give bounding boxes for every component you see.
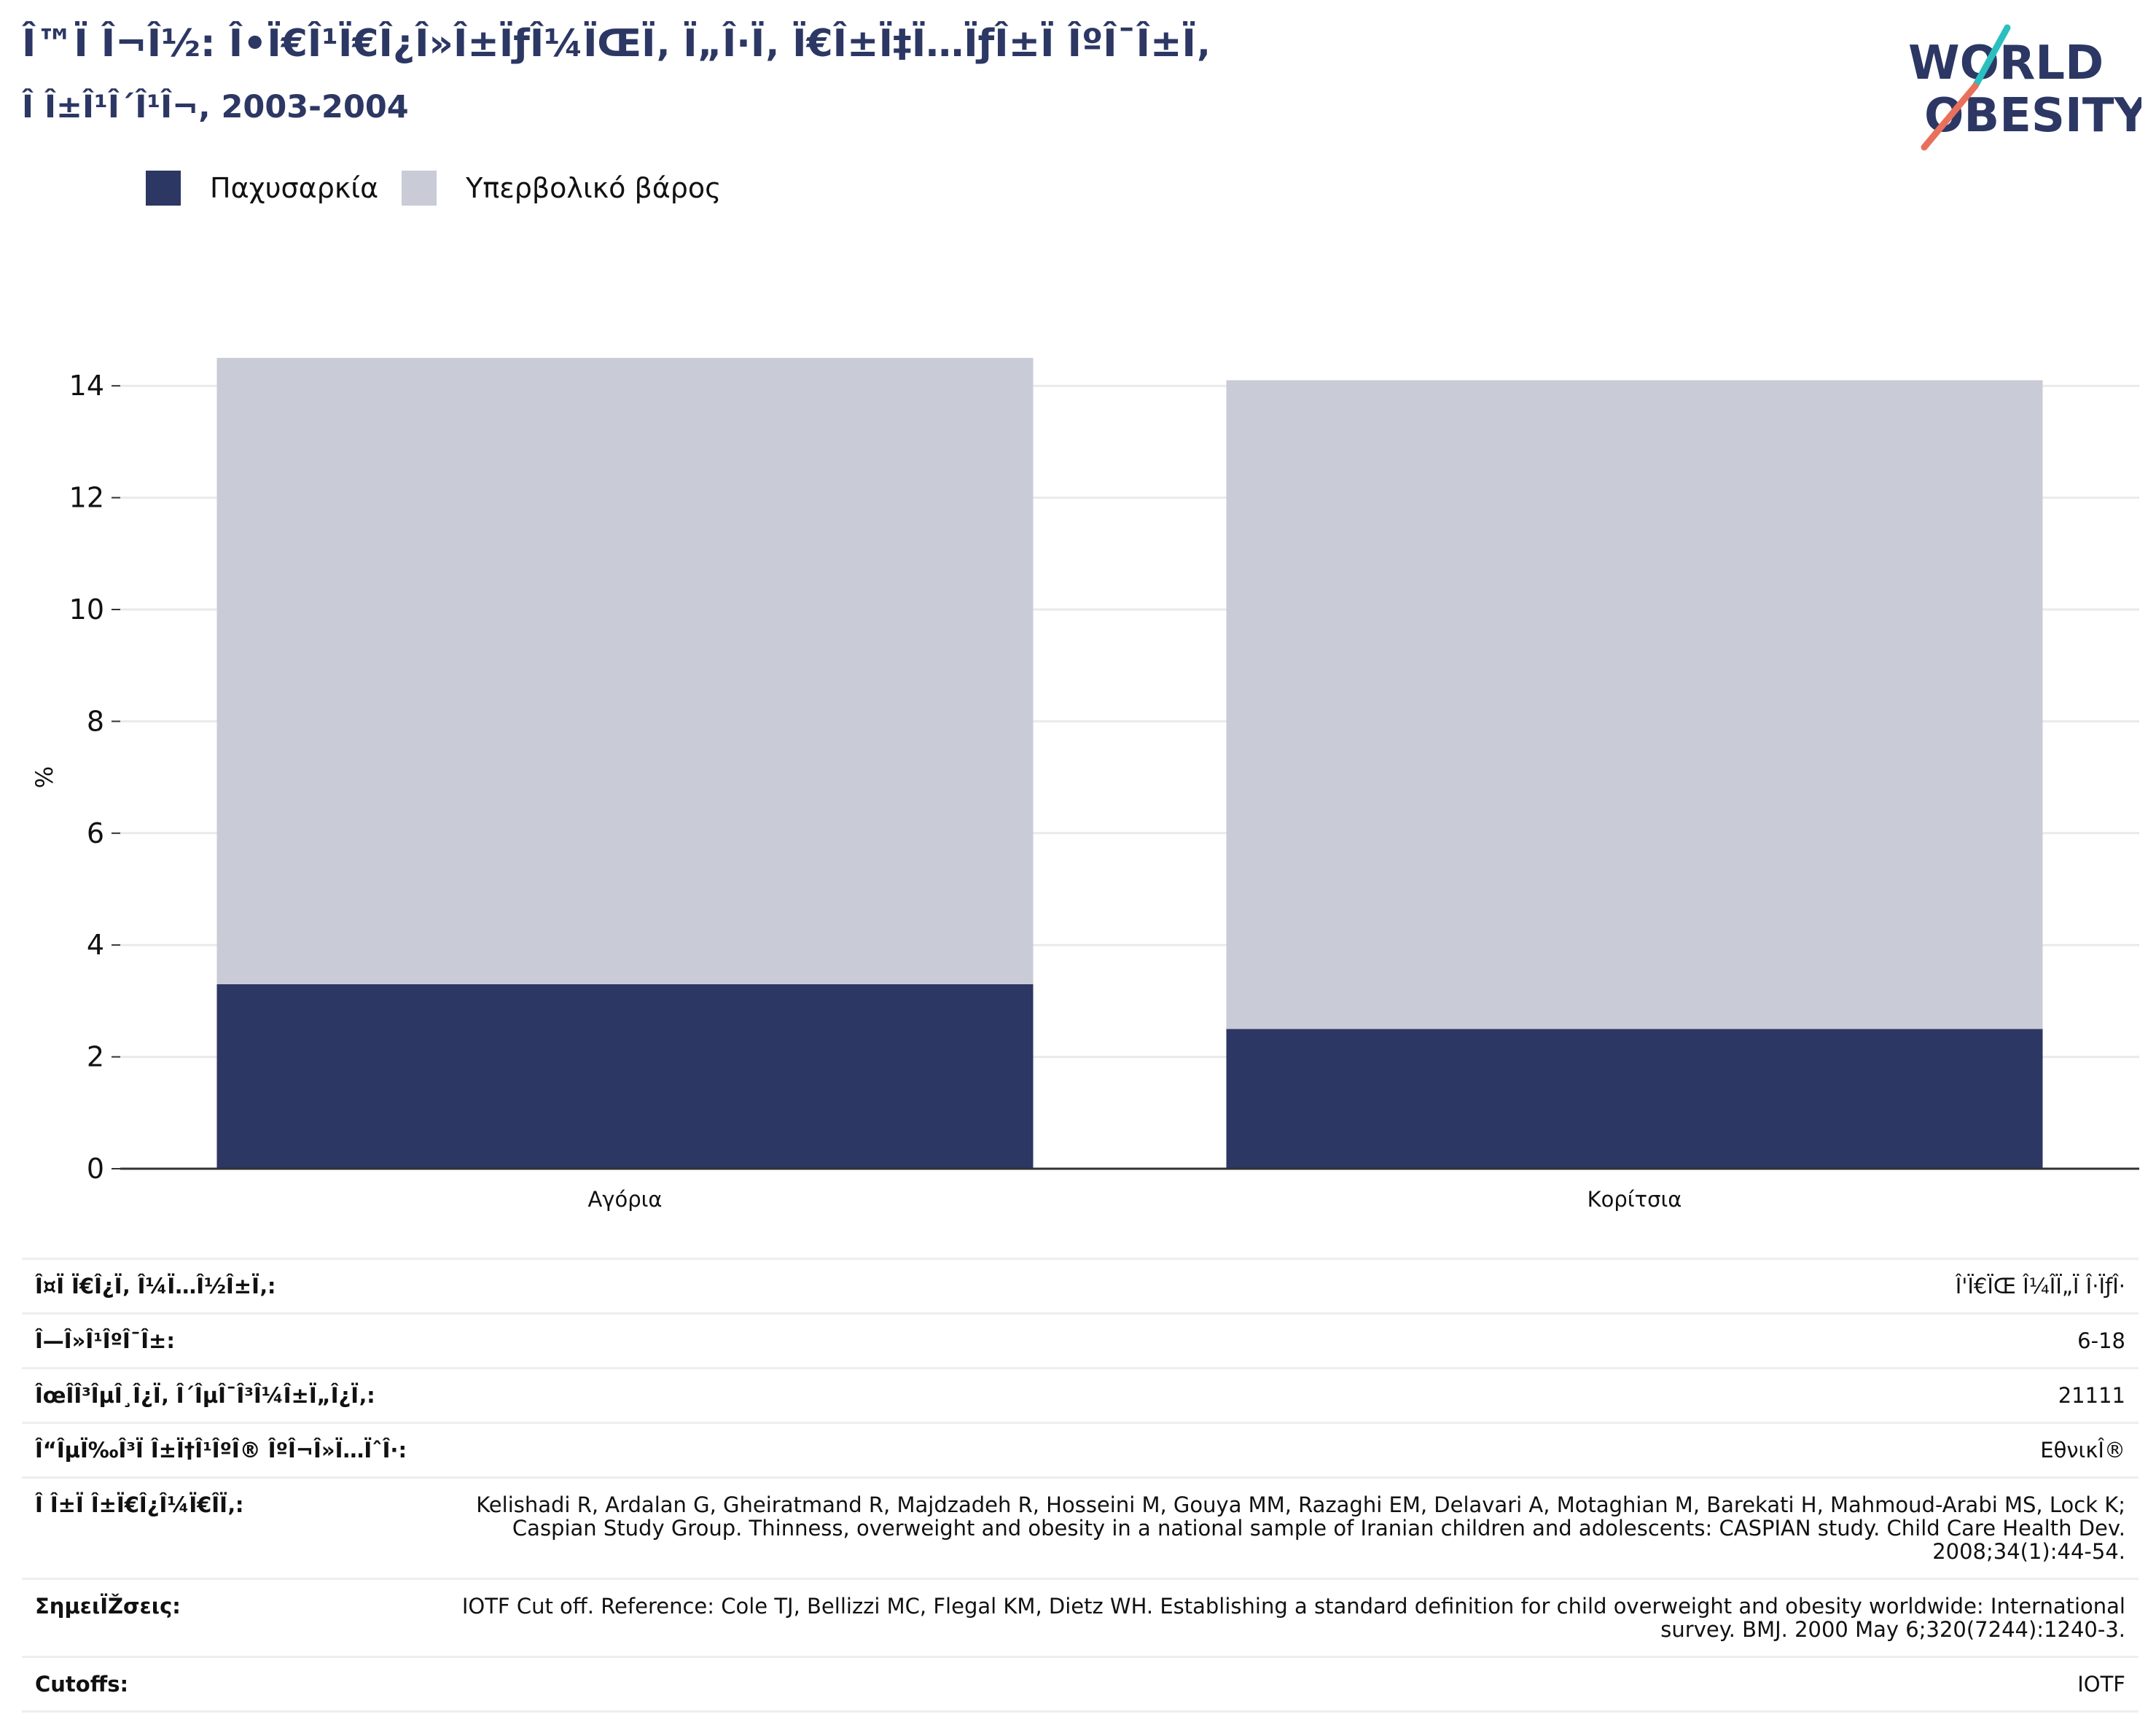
bar-obesity-0 <box>216 984 1034 1169</box>
y-tick-label: 4 <box>87 929 104 961</box>
meta-row-cutoffs: Cutoffs: IOTF <box>22 1656 2139 1713</box>
logo-text-obesity: OBESITY <box>1924 89 2141 143</box>
bar-obesity-1 <box>1226 1029 2043 1169</box>
world-obesity-logo: WORLD OBESITY <box>1908 24 2141 151</box>
meta-row-references: Î Î±Ï Î±Ï€Î¿Î¼Ï€Î­Ï‚: Kelishadi R, Ardal… <box>22 1476 2139 1579</box>
meta-value: IOTF <box>427 1656 2139 1713</box>
y-tick-label: 14 <box>69 370 104 402</box>
meta-value: 6-18 <box>427 1312 2139 1368</box>
chart-title: Î™Ï Î¬Î½: Î•Ï€Î¹Ï€Î¿Î»Î±ÏƒÎ¼ÏŒÏ‚ Ï„Î·Ï‚ … <box>22 22 1211 66</box>
meta-value: ΕθνικÎ® <box>427 1422 2139 1478</box>
meta-key: Î¤Ï Ï€Î¿Ï‚ Î¼Ï…Î½Î±Ï‚: <box>22 1258 427 1314</box>
meta-value: Kelishadi R, Ardalan G, Gheiratmand R, M… <box>427 1476 2139 1579</box>
legend-swatch-obesity <box>146 171 181 206</box>
bar-overweight-0 <box>216 357 1034 984</box>
legend-label-overweight: Υπερβολικό βάρος <box>466 172 722 204</box>
y-tick-label: 6 <box>87 817 104 849</box>
meta-row-age: Î—Î»Î¹ÎºÎ¯Î±: 6-18 <box>22 1312 2139 1368</box>
y-tick-label: 2 <box>87 1041 104 1073</box>
meta-key: Î“ÎµÏ‰Î³Ï Î±Ï†Î¹ÎºÎ® ÎºÎ¬Î»Ï…ÏˆÎ·: <box>22 1422 427 1478</box>
chart-subtitle: Î Î±Î¹Î´Î¹Î¬, 2003-2004 <box>22 89 409 125</box>
meta-row-sample-size: ÎœÎ­Î³ÎµÎ¸Î¿Ï‚ Î´ÎµÎ¯Î³Î¼Î±Ï„Î¿Ï‚: 21111 <box>22 1367 2139 1423</box>
metadata-table: Î¤Ï Ï€Î¿Ï‚ Î¼Ï…Î½Î±Ï‚: Î'Ï€ÏŒ Î¼ÎÏ„Ï Î·Ï… <box>22 1258 2139 1713</box>
legend: Παχυσαρκία Υπερβολικό βάρος <box>146 169 744 207</box>
logo-slash-coral <box>1921 82 1979 151</box>
meta-key: Î Î±Ï Î±Ï€Î¿Î¼Ï€Î­Ï‚: <box>22 1476 427 1579</box>
meta-key: ÎœÎ­Î³ÎµÎ¸Î¿Ï‚ Î´ÎµÎ¯Î³Î¼Î±Ï„Î¿Ï‚: <box>22 1367 427 1423</box>
meta-key: Î—Î»Î¹ÎºÎ¯Î±: <box>22 1312 427 1368</box>
y-tick-label: 10 <box>69 593 104 626</box>
y-tick-label: 0 <box>87 1153 104 1185</box>
meta-row-coverage: Î“ÎµÏ‰Î³Ï Î±Ï†Î¹ÎºÎ® ÎºÎ¬Î»Ï…ÏˆÎ·: Εθνικ… <box>22 1422 2139 1478</box>
meta-row-notes: ΣημειÏŽσεις: IOTF Cut off. Reference: Co… <box>22 1578 2139 1657</box>
meta-row-survey-type: Î¤Ï Ï€Î¿Ï‚ Î¼Ï…Î½Î±Ï‚: Î'Ï€ÏŒ Î¼ÎÏ„Ï Î·Ï… <box>22 1258 2139 1314</box>
legend-item-obesity[interactable]: Παχυσαρκία <box>146 171 378 206</box>
logo-text-world: WORLD <box>1908 36 2104 90</box>
meta-value: Î'Ï€ÏŒ Î¼ÎÏ„Ï Î·ÏƒÎ· <box>427 1258 2139 1314</box>
meta-value: 21111 <box>427 1367 2139 1423</box>
meta-value: IOTF Cut off. Reference: Cole TJ, Belliz… <box>427 1578 2139 1657</box>
meta-key: Cutoffs: <box>22 1656 427 1713</box>
y-tick-label: 8 <box>87 705 104 737</box>
legend-label-obesity: Παχυσαρκία <box>210 172 379 204</box>
meta-key: ΣημειÏŽσεις: <box>22 1578 427 1657</box>
legend-swatch-overweight <box>402 171 437 206</box>
logo-slash-teal <box>1972 24 2011 90</box>
x-tick-label: Αγόρια <box>587 1187 662 1212</box>
y-axis-label: % <box>31 766 58 788</box>
x-tick-label: Κορίτσια <box>1587 1187 1682 1212</box>
legend-item-overweight[interactable]: Υπερβολικό βάρος <box>402 171 721 206</box>
y-tick-label: 12 <box>69 482 104 514</box>
stacked-bar-chart: 0 2 4 6 8 10 12 14% Αγόρια Κορίτσια <box>31 357 2139 1212</box>
bar-overweight-1 <box>1226 380 2043 1029</box>
